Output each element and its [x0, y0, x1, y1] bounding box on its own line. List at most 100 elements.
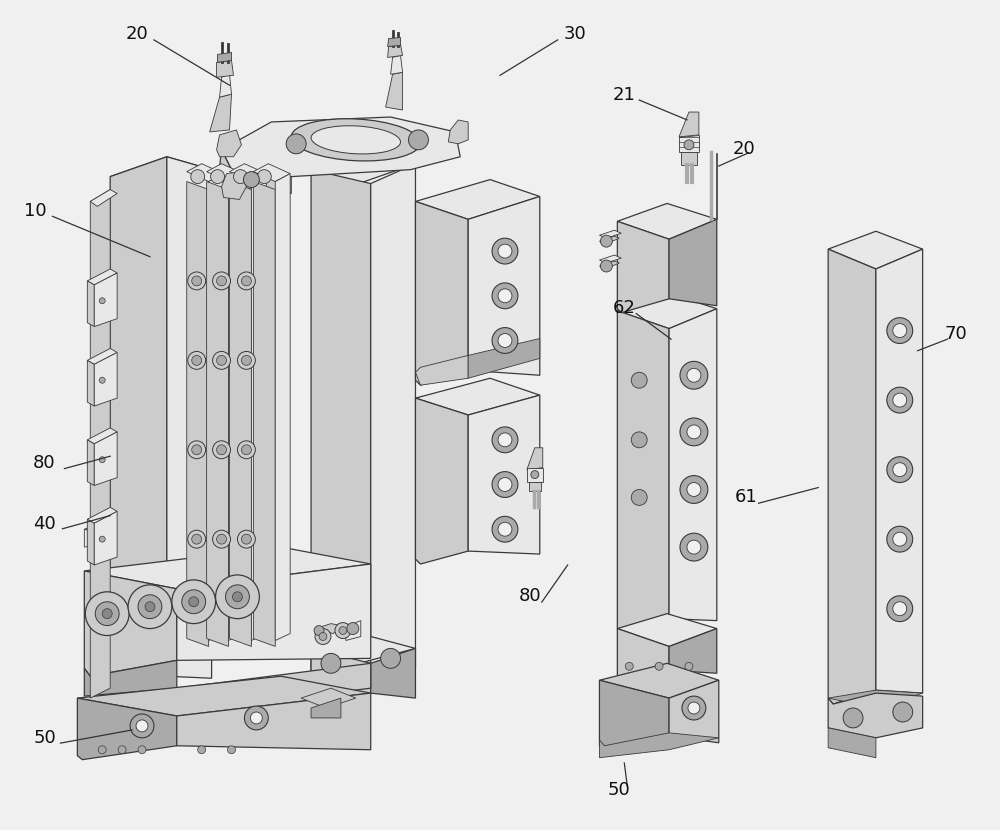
Polygon shape	[311, 637, 415, 663]
Polygon shape	[599, 681, 669, 749]
Polygon shape	[415, 355, 468, 385]
Polygon shape	[415, 179, 540, 219]
Circle shape	[655, 662, 663, 671]
Circle shape	[138, 595, 162, 618]
Circle shape	[887, 457, 913, 482]
Polygon shape	[229, 173, 243, 641]
Circle shape	[335, 622, 351, 638]
Circle shape	[531, 471, 539, 479]
Circle shape	[198, 746, 206, 754]
Polygon shape	[217, 61, 233, 77]
Circle shape	[492, 427, 518, 452]
Circle shape	[226, 585, 249, 608]
Circle shape	[893, 324, 907, 338]
Circle shape	[145, 602, 155, 612]
Circle shape	[232, 592, 242, 602]
Circle shape	[213, 272, 231, 290]
Polygon shape	[617, 293, 717, 329]
Polygon shape	[415, 202, 468, 385]
Circle shape	[631, 490, 647, 505]
Circle shape	[687, 369, 701, 383]
Circle shape	[102, 608, 112, 618]
Circle shape	[237, 351, 255, 369]
Polygon shape	[599, 663, 719, 698]
Circle shape	[498, 522, 512, 536]
Polygon shape	[210, 94, 232, 132]
Ellipse shape	[311, 126, 401, 154]
Polygon shape	[311, 698, 341, 718]
Circle shape	[250, 712, 262, 724]
Circle shape	[688, 702, 700, 714]
Circle shape	[241, 276, 251, 286]
Polygon shape	[599, 255, 621, 263]
Circle shape	[192, 445, 202, 455]
Circle shape	[339, 627, 347, 634]
Circle shape	[887, 387, 913, 413]
Circle shape	[492, 283, 518, 309]
Polygon shape	[84, 530, 99, 547]
Circle shape	[687, 482, 701, 496]
Polygon shape	[828, 728, 876, 758]
Polygon shape	[415, 378, 540, 415]
Circle shape	[684, 139, 694, 149]
Circle shape	[85, 592, 129, 636]
Circle shape	[213, 530, 231, 548]
Circle shape	[192, 535, 202, 544]
Polygon shape	[87, 349, 117, 364]
Circle shape	[182, 590, 206, 613]
Circle shape	[99, 457, 105, 462]
Polygon shape	[220, 75, 232, 97]
Polygon shape	[599, 261, 619, 269]
Polygon shape	[222, 172, 246, 199]
Polygon shape	[87, 428, 117, 444]
Polygon shape	[669, 628, 717, 673]
Polygon shape	[275, 173, 290, 641]
Polygon shape	[187, 164, 224, 182]
Polygon shape	[230, 182, 251, 647]
Circle shape	[192, 355, 202, 365]
Polygon shape	[617, 222, 669, 313]
Polygon shape	[316, 623, 346, 633]
Circle shape	[492, 471, 518, 497]
Circle shape	[492, 328, 518, 354]
Circle shape	[241, 535, 251, 544]
Polygon shape	[679, 135, 699, 152]
Polygon shape	[599, 237, 619, 244]
Polygon shape	[177, 663, 371, 713]
Circle shape	[211, 169, 225, 183]
Polygon shape	[87, 269, 117, 285]
Polygon shape	[529, 481, 541, 491]
Polygon shape	[599, 733, 719, 758]
Circle shape	[887, 596, 913, 622]
Circle shape	[887, 526, 913, 552]
Polygon shape	[84, 571, 177, 676]
Circle shape	[631, 373, 647, 388]
Polygon shape	[84, 547, 371, 588]
Polygon shape	[187, 182, 209, 647]
Polygon shape	[110, 157, 167, 693]
Circle shape	[625, 662, 633, 671]
Polygon shape	[177, 564, 371, 661]
Polygon shape	[87, 520, 94, 565]
Polygon shape	[311, 169, 371, 693]
Circle shape	[893, 602, 907, 616]
Text: 21: 21	[613, 86, 636, 104]
Circle shape	[213, 441, 231, 459]
Text: 62: 62	[613, 299, 636, 317]
Polygon shape	[253, 182, 275, 647]
Circle shape	[347, 622, 359, 634]
Circle shape	[893, 702, 913, 722]
Polygon shape	[301, 688, 356, 708]
Circle shape	[243, 172, 259, 188]
Circle shape	[685, 662, 693, 671]
Text: 50: 50	[608, 781, 631, 799]
Text: 30: 30	[563, 25, 586, 43]
Polygon shape	[87, 281, 94, 326]
Polygon shape	[468, 395, 540, 554]
Text: 20: 20	[732, 139, 755, 158]
Circle shape	[217, 355, 227, 365]
Polygon shape	[828, 249, 876, 704]
Polygon shape	[828, 232, 923, 269]
Polygon shape	[311, 648, 371, 703]
Polygon shape	[110, 157, 212, 189]
